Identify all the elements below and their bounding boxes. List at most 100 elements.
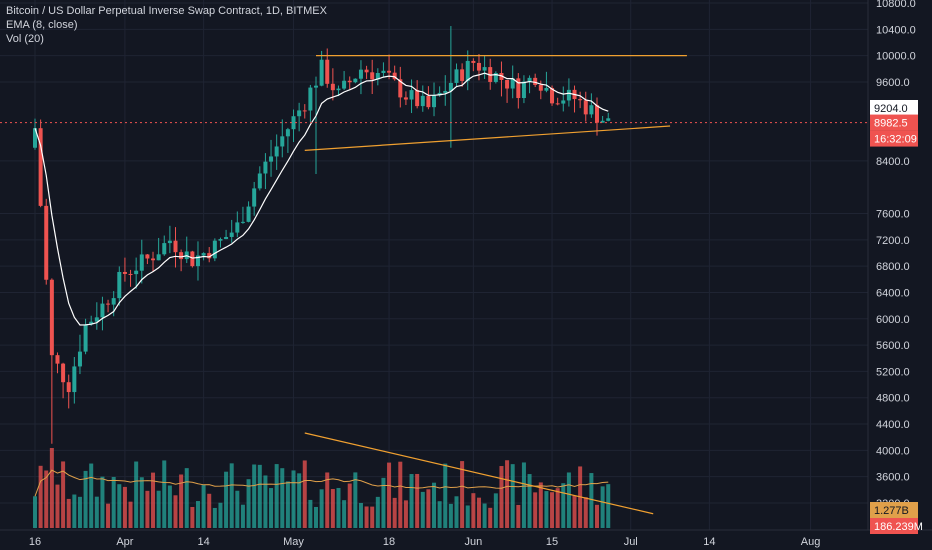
- volume-bar: [566, 472, 571, 528]
- candle-body: [398, 79, 403, 98]
- candle-body: [527, 77, 532, 82]
- volume-bar: [257, 464, 262, 528]
- volume-bar: [61, 461, 66, 528]
- ema-polyline: [34, 72, 609, 326]
- candle-body: [122, 271, 127, 274]
- x-tick-label: May: [283, 536, 304, 548]
- volume-bar: [274, 464, 279, 528]
- x-tick-label: 14: [703, 536, 715, 548]
- volume-bar: [505, 460, 510, 528]
- candle-body: [229, 232, 234, 237]
- volume-bar: [156, 490, 161, 528]
- volume-bar: [280, 468, 285, 528]
- volume-bar: [302, 460, 307, 528]
- candle-body: [66, 382, 71, 393]
- price-axis[interactable]: [868, 0, 932, 530]
- volume-bar: [583, 497, 588, 528]
- volume-bar: [465, 505, 470, 528]
- volume-bar: [224, 471, 229, 528]
- volume-bar: [179, 474, 184, 528]
- volume-bar: [550, 492, 555, 528]
- candle-body: [555, 103, 560, 105]
- candle-body: [224, 236, 229, 240]
- candle-body: [381, 70, 386, 73]
- candle-body: [285, 129, 290, 137]
- candle-body: [274, 146, 279, 157]
- candle-body: [578, 99, 583, 101]
- volume-bar: [128, 501, 133, 528]
- candle-body: [195, 255, 200, 267]
- volume-bar: [499, 466, 504, 528]
- y-tick-label: 4800.0: [876, 393, 910, 405]
- candle-body: [269, 156, 274, 162]
- volume-bar: [527, 474, 532, 528]
- candle-body: [111, 298, 116, 305]
- volume-bar: [167, 485, 172, 528]
- candles: [33, 26, 611, 444]
- volume-bar: [44, 470, 49, 528]
- volume-bar: [145, 490, 150, 528]
- legend-vol[interactable]: Vol (20): [6, 33, 44, 45]
- candle-body: [44, 205, 49, 280]
- volume-bar: [72, 494, 77, 528]
- vol-ma-tag-box: [870, 502, 918, 518]
- candle-body: [128, 273, 133, 275]
- volume-bar: [460, 461, 465, 528]
- candle-body: [375, 72, 380, 80]
- candle-body: [454, 69, 459, 83]
- x-tick-label: 15: [546, 536, 558, 548]
- time-axis[interactable]: [0, 530, 932, 550]
- candle-body: [61, 363, 66, 383]
- y-tick-label: 6800.0: [876, 261, 910, 273]
- last-price-tag-box: [870, 114, 918, 131]
- volume-bar: [415, 473, 420, 528]
- candle-body: [409, 90, 414, 100]
- legend-title[interactable]: Bitcoin / US Dollar Perpetual Inverse Sw…: [6, 5, 327, 17]
- volume-bar: [600, 486, 605, 528]
- candle-body: [420, 95, 425, 107]
- volume-bar: [134, 461, 139, 528]
- candle-body: [364, 69, 369, 73]
- volume-bar: [263, 475, 268, 528]
- volume-bar: [342, 500, 347, 528]
- vol-last-tag-box: [870, 518, 918, 534]
- candle-body: [358, 69, 363, 79]
- legend-ema[interactable]: EMA (8, close): [6, 19, 78, 31]
- volume-bar: [544, 491, 549, 528]
- candle-body: [308, 87, 313, 111]
- candle-body: [201, 253, 206, 256]
- candle-body: [538, 84, 543, 91]
- candle-body: [212, 240, 217, 259]
- x-tick-label: 18: [383, 536, 395, 548]
- candle-body: [319, 59, 324, 86]
- volume-bar: [353, 472, 358, 528]
- volume-bar: [437, 501, 442, 528]
- volume-bar: [83, 470, 88, 528]
- volume-bar: [370, 506, 375, 528]
- volume-bar: [94, 496, 99, 528]
- x-tick-label: Apr: [116, 536, 133, 548]
- last-price-tag: 8982.5: [874, 118, 908, 130]
- y-tick-label: 4000.0: [876, 445, 910, 457]
- volume-bar: [207, 493, 212, 528]
- candle-body: [510, 78, 515, 89]
- candle-body: [117, 271, 122, 299]
- y-axis-ticks: 10800.0 10400.0 10000.0 9600.0 8400.0 7600.0 7…: [876, 0, 916, 510]
- y-tick-label: 3600.0: [876, 472, 910, 484]
- candle-body: [595, 105, 599, 123]
- candle-body: [145, 254, 150, 259]
- candle-body: [493, 73, 498, 82]
- volume-bar: [561, 483, 566, 528]
- volume-bar: [218, 502, 223, 528]
- volume-bar: [595, 504, 599, 528]
- volume-bar: [510, 464, 515, 528]
- volume-bar: [555, 488, 560, 528]
- vol-last-tag: 186.239M: [874, 521, 923, 533]
- candle-body: [482, 67, 487, 71]
- candle-body: [460, 69, 465, 81]
- volume-bar: [589, 473, 594, 528]
- volume-bar: [184, 468, 189, 528]
- candle-body: [257, 173, 262, 189]
